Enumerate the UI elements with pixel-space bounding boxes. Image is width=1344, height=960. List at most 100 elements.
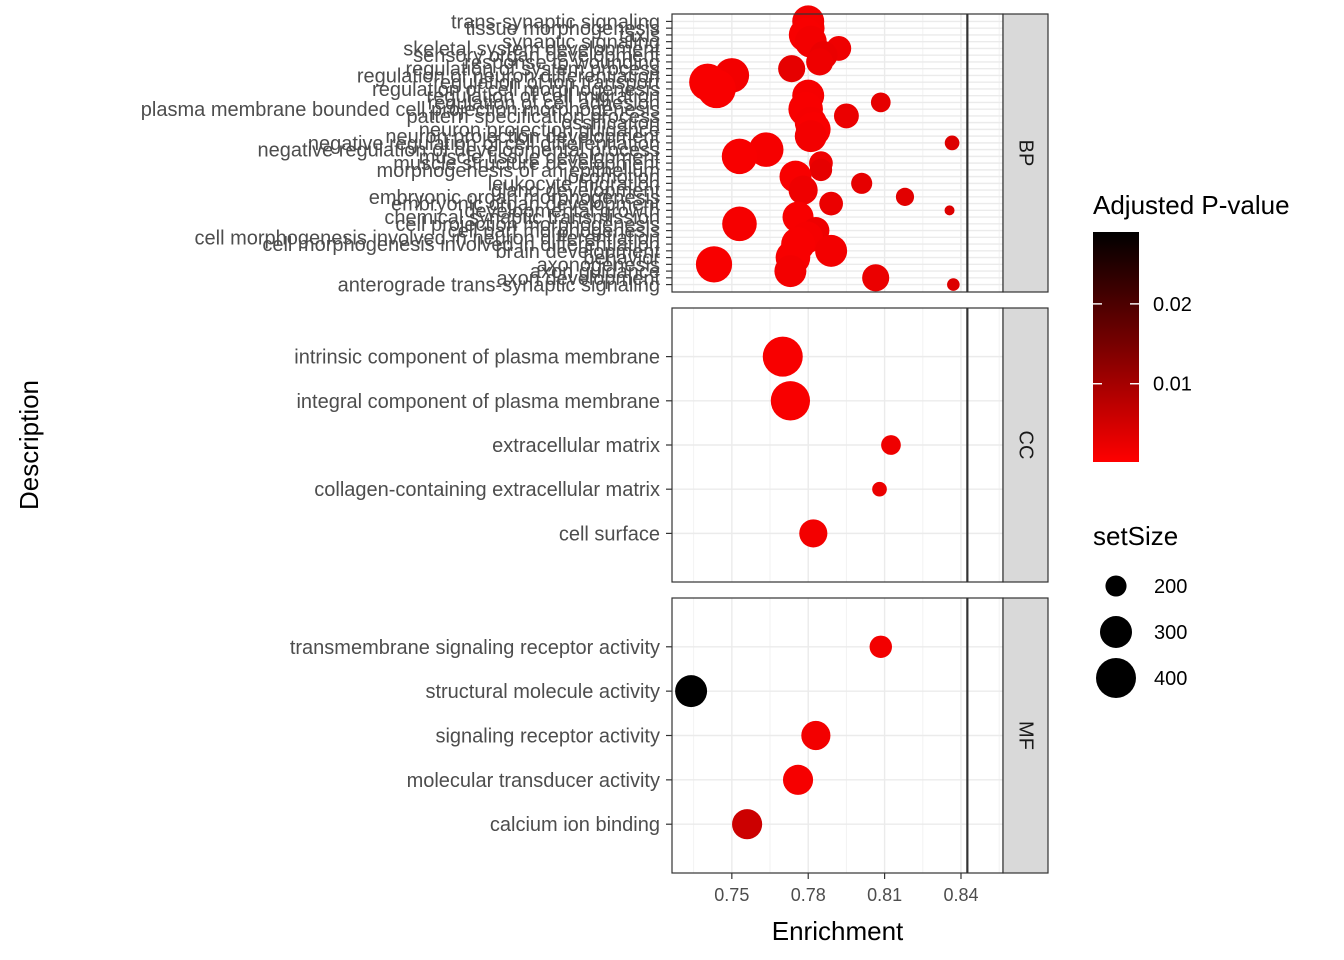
size-legend-key bbox=[1105, 575, 1127, 597]
point-structural-molecule-activity bbox=[675, 675, 708, 708]
x-tick-label: 0.78 bbox=[791, 885, 826, 905]
y-tick-label: structural molecule activity bbox=[425, 681, 660, 703]
point-response-to-wounding bbox=[806, 48, 834, 76]
colorbar-label: 0.02 bbox=[1153, 294, 1192, 316]
colorbar bbox=[1093, 232, 1139, 462]
color-legend-title: Adjusted P-value bbox=[1093, 190, 1290, 220]
point-negative-regulation-of-developmental-process bbox=[748, 132, 784, 167]
y-tick-label: brain development bbox=[495, 241, 660, 263]
facet-strip-label: BP bbox=[1015, 140, 1037, 167]
y-tick-label: cell morphogenesis involved in neuron di… bbox=[195, 227, 660, 249]
point-integral-component-of-plasma-membrane bbox=[770, 381, 811, 421]
y-tick-label: intrinsic component of plasma membrane bbox=[294, 347, 660, 369]
y-tick-label: skeletal system development bbox=[403, 38, 660, 60]
y-tick-label: ossification bbox=[561, 113, 660, 135]
facet-strip bbox=[1002, 307, 1049, 583]
y-tick-label: calcium ion binding bbox=[490, 814, 660, 836]
y-tick-label: trans-synaptic signaling bbox=[451, 11, 660, 33]
y-tick-label: embryonic organ development bbox=[391, 194, 660, 216]
y-tick-label: chemical synaptic transmission bbox=[384, 207, 660, 229]
y-tick-label: sensory organ development bbox=[413, 45, 660, 67]
point-molecular-transducer-activity bbox=[782, 764, 814, 795]
x-tick-label: 0.75 bbox=[714, 885, 749, 905]
y-tick-label: cell surface bbox=[559, 523, 660, 545]
point-regulation-of-cell-morphogenesis bbox=[697, 69, 736, 109]
y-tick-label: neuron projection guidance bbox=[419, 119, 660, 141]
point-calcium-ion-binding bbox=[732, 809, 763, 840]
point-cell-surface bbox=[799, 519, 828, 548]
y-tick-label: negative regulation of developmental pro… bbox=[258, 140, 660, 162]
y-tick-label: collagen-containing extracellular matrix bbox=[314, 479, 660, 501]
point-neuron-projection-development bbox=[794, 120, 827, 153]
y-tick-label: molecular transducer activity bbox=[407, 770, 660, 792]
point-brain-development bbox=[815, 234, 848, 267]
y-tick-label: cell morphogenesis involved in different… bbox=[262, 234, 660, 256]
panel-mf: transmembrane signaling receptor activit… bbox=[290, 597, 1049, 874]
size-legend-key bbox=[1096, 658, 1136, 698]
point-leukocyte-migration bbox=[851, 172, 873, 194]
point-regulation-of-cell-adhesion bbox=[870, 92, 891, 113]
y-tick-label: negative regulation of cell differentiat… bbox=[308, 133, 660, 155]
y-tick-label: developmental growth bbox=[464, 200, 660, 222]
y-tick-label: axon guidance bbox=[530, 261, 660, 283]
y-tick-label: regulation of cell adhesion bbox=[428, 92, 660, 114]
size-legend-title: setSize bbox=[1093, 521, 1178, 551]
colorbar-label: 0.01 bbox=[1153, 374, 1192, 396]
point-anterograde-trans-synaptic-signaling bbox=[947, 278, 960, 291]
y-tick-label: signaling receptor activity bbox=[435, 726, 660, 748]
facet-strip bbox=[1002, 597, 1049, 874]
y-tick-label: tissue morphogenesis bbox=[465, 18, 660, 40]
point-intrinsic-component-of-plasma-membrane bbox=[762, 336, 803, 377]
point-regulation-of-system-process bbox=[778, 55, 806, 83]
y-tick-label: embryonic organ morphogenesis bbox=[369, 187, 660, 209]
size-legend-label: 200 bbox=[1154, 576, 1187, 598]
y-tick-label: regulation of cell morphogenesis bbox=[372, 79, 660, 101]
point-extracellular-matrix bbox=[881, 435, 901, 455]
y-tick-label: behavior bbox=[583, 248, 660, 270]
size-legend-label: 400 bbox=[1154, 668, 1187, 690]
x-tick-label: 0.81 bbox=[867, 885, 902, 905]
y-tick-label: plasma membrane bounded cell projection … bbox=[141, 99, 660, 121]
point-embryonic-organ-development bbox=[819, 191, 843, 216]
y-tick-label: anterograde trans-synaptic signaling bbox=[338, 275, 660, 297]
y-tick-label: extracellular matrix bbox=[492, 435, 660, 457]
y-tick-label: response to wounding bbox=[464, 52, 660, 74]
panel-cc: intrinsic component of plasma membrane in… bbox=[294, 307, 1049, 583]
y-tick-label: axonogenesis bbox=[537, 254, 660, 276]
point-axonogenesis bbox=[695, 246, 733, 283]
size-legend-label: 300 bbox=[1154, 622, 1187, 644]
y-tick-label: cell projection morphogenesis bbox=[395, 214, 660, 236]
point-pattern-specification-process bbox=[833, 103, 859, 129]
y-tick-label: muscle tissue development bbox=[419, 146, 661, 168]
y-tick-label: morphogenesis of an epithelium bbox=[376, 160, 660, 182]
size-legend-key bbox=[1100, 616, 1132, 648]
point-negative-regulation-of-cell-differentiation bbox=[944, 135, 960, 151]
y-tick-label: cell part morphogenesis bbox=[448, 221, 660, 243]
y-tick-label: muscle structure development bbox=[393, 153, 660, 175]
point-transmembrane-signaling-receptor-activity bbox=[869, 635, 893, 659]
point-muscle-tissue-development bbox=[721, 138, 758, 175]
point-axon-development bbox=[862, 264, 890, 292]
y-tick-label: transmembrane signaling receptor activit… bbox=[290, 637, 660, 659]
y-tick-label: pattern specification process bbox=[407, 106, 660, 128]
x-axis-title: Enrichment bbox=[772, 916, 904, 946]
point-axon-guidance bbox=[774, 255, 807, 288]
y-tick-label: locomotion bbox=[563, 167, 660, 189]
y-tick-label: regulation of neuron differentiation bbox=[357, 65, 660, 87]
point-embryonic-organ-morphogenesis bbox=[895, 187, 915, 206]
facet-strip-label: MF bbox=[1015, 721, 1037, 750]
y-tick-label: regulation of cell migration bbox=[427, 86, 660, 108]
point-signaling-receptor-activity bbox=[801, 720, 831, 751]
point-developmental-growth bbox=[944, 205, 955, 216]
y-tick-label: integral component of plasma membrane bbox=[296, 391, 660, 413]
y-tick-label: axon development bbox=[497, 268, 661, 290]
facet-strip bbox=[1002, 13, 1049, 293]
y-axis-title: Description bbox=[14, 380, 44, 510]
x-tick-label: 0.84 bbox=[943, 885, 978, 905]
y-tick-label: neuron projection development bbox=[385, 126, 660, 148]
y-tick-label: regulation of ion transport bbox=[433, 72, 660, 94]
point-morphogenesis-of-an-epithelium bbox=[809, 158, 833, 182]
y-tick-label: taxis bbox=[619, 25, 660, 47]
